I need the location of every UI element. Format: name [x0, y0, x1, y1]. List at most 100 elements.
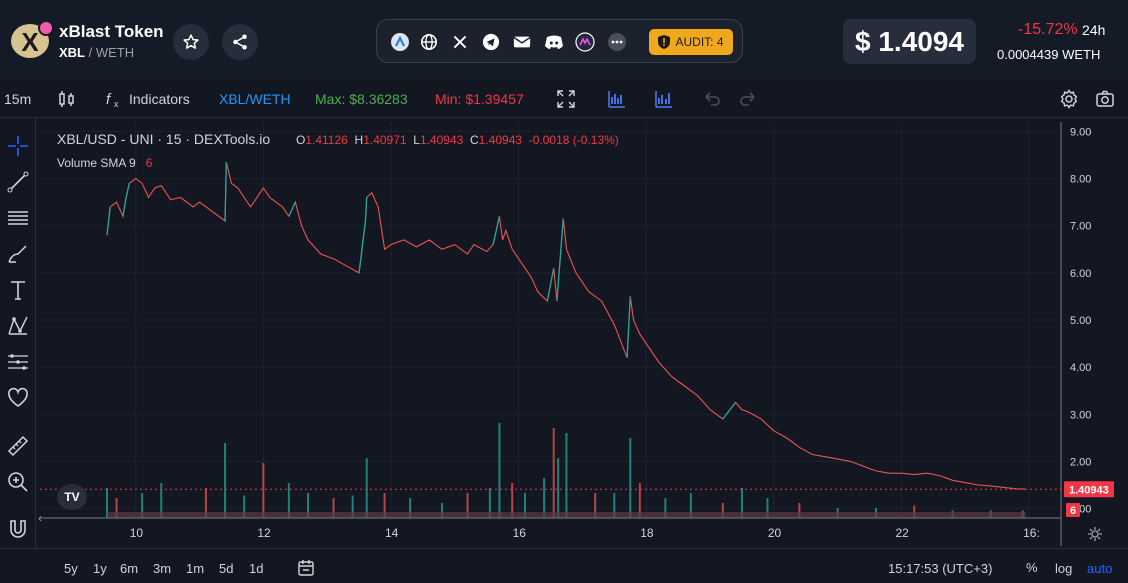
price-up-segment	[722, 402, 737, 420]
heart-icon[interactable]	[6, 386, 30, 410]
axis-settings-icon	[1088, 527, 1102, 541]
share-button[interactable]	[222, 24, 258, 60]
price-up-segment	[106, 206, 111, 236]
pattern-icon[interactable]	[6, 314, 30, 338]
range-1y[interactable]: 1y	[93, 561, 107, 576]
redo-icon[interactable]	[738, 89, 758, 109]
volume-bar	[204, 488, 207, 518]
camera-icon[interactable]	[1095, 89, 1115, 109]
price-up-segment	[546, 268, 555, 302]
range-5y[interactable]: 5y	[64, 561, 78, 576]
x-icon[interactable]	[449, 31, 471, 53]
symbol-text: XBL	[59, 45, 85, 60]
volume-bar	[721, 503, 724, 518]
logo-x-icon: X	[21, 27, 39, 57]
volume-bar	[351, 495, 354, 518]
low-label: L	[413, 133, 420, 147]
line-chart-icon[interactable]	[654, 89, 674, 109]
more-icon[interactable]	[606, 31, 628, 53]
change-value: -0.0018 (-0.13%)	[528, 133, 619, 147]
svg-text:f: f	[106, 91, 112, 108]
price-tick-label: 6.00	[1070, 268, 1091, 280]
volume-bar	[141, 493, 144, 518]
volume-bar	[913, 505, 916, 518]
price-tick-label: 5.00	[1070, 315, 1091, 327]
pair-text: / WETH	[85, 45, 135, 60]
price-chart[interactable]: 9.008.007.006.005.004.003.002.001.00 10 1…	[40, 122, 1128, 546]
range-6m[interactable]: 6m	[120, 561, 139, 576]
undo-icon[interactable]	[702, 89, 722, 109]
volume-bar	[466, 493, 469, 518]
low-value: 1.40943	[419, 133, 464, 147]
auto-scale-button[interactable]: auto	[1087, 561, 1113, 576]
high-label: H	[354, 133, 364, 147]
trend-line-icon[interactable]	[6, 170, 30, 194]
discord-icon[interactable]	[543, 31, 565, 53]
range-5d[interactable]: 5d	[219, 561, 234, 576]
volume-bar	[594, 493, 597, 518]
price-tick-label: 9.00	[1070, 126, 1091, 138]
open-value: 1.41126	[305, 133, 348, 147]
log-scale-button[interactable]: log	[1055, 561, 1073, 576]
globe-icon[interactable]	[418, 31, 440, 53]
prediction-icon[interactable]	[6, 350, 30, 374]
date-range-icon[interactable]	[297, 559, 315, 577]
close-value: 1.40943	[478, 133, 523, 147]
price-up-segment	[288, 201, 296, 217]
fullscreen-icon[interactable]	[556, 89, 576, 109]
collapse-arrow-icon[interactable]: ‹	[38, 511, 42, 525]
range-1m[interactable]: 1m	[186, 561, 205, 576]
volume-bar	[409, 498, 412, 518]
tradingview-logo[interactable]: TV	[57, 484, 87, 510]
favorite-button[interactable]	[173, 24, 209, 60]
range-3m[interactable]: 3m	[153, 561, 172, 576]
candle-style-icon[interactable]	[57, 89, 77, 109]
volume-bar	[488, 488, 491, 518]
volume-bar	[638, 483, 641, 518]
magnet-icon[interactable]	[6, 518, 30, 542]
volume-bar	[613, 493, 616, 518]
percent-scale-button[interactable]: %	[1026, 560, 1038, 575]
volume-tag: 6	[1066, 503, 1080, 517]
time-tick-label: 12	[257, 526, 271, 540]
interval-button[interactable]: 15m	[4, 91, 32, 107]
token-header: X xBlast Token XBL / WETH	[0, 0, 1128, 80]
price-up-segment	[358, 220, 367, 273]
social-links: AUDIT: 4	[376, 19, 743, 63]
time-tick-label: 16	[513, 526, 527, 540]
telegram-icon[interactable]	[480, 31, 502, 53]
max-price-label: Max: $8.36283	[315, 91, 408, 107]
indicators-button[interactable]: Indicators	[129, 91, 190, 107]
token-icon[interactable]	[574, 31, 596, 53]
clock-timezone[interactable]: 15:17:53 (UTC+3)	[888, 561, 993, 576]
horizontal-lines-icon[interactable]	[6, 206, 30, 230]
price-up-segment	[125, 183, 130, 198]
volume-bars	[106, 423, 1026, 518]
audit-badge[interactable]: AUDIT: 4	[649, 29, 733, 55]
ohlc-legend: O1.41126 H1.40971 L1.40943 C1.40943 -0.0…	[296, 133, 619, 147]
last-price-tag: 1.40943	[1064, 481, 1114, 498]
zoom-in-icon[interactable]	[6, 470, 30, 494]
text-tool-icon[interactable]	[6, 278, 30, 302]
price-tick-label: 2.00	[1070, 456, 1091, 468]
price-change: -15.72%	[1018, 21, 1078, 38]
brush-icon[interactable]	[6, 242, 30, 266]
volume-bar	[115, 498, 118, 518]
settings-gear-icon[interactable]	[1059, 89, 1079, 109]
arbitrum-icon[interactable]	[389, 31, 411, 53]
change-period: 24h	[1082, 22, 1106, 38]
ruler-icon[interactable]	[6, 434, 30, 458]
volume-bar	[307, 493, 310, 518]
pair-switch-button[interactable]: XBL/WETH	[219, 91, 291, 107]
volume-bar	[689, 493, 692, 518]
volume-bar	[552, 428, 555, 518]
chart-grid	[40, 122, 1061, 518]
crosshair-icon[interactable]	[6, 134, 30, 158]
time-tick-label: 14	[385, 526, 399, 540]
mail-icon[interactable]	[511, 31, 533, 53]
range-1d[interactable]: 1d	[249, 561, 264, 576]
chart-type-icon[interactable]	[607, 89, 627, 109]
volume-value-tag: 6	[1070, 505, 1076, 517]
